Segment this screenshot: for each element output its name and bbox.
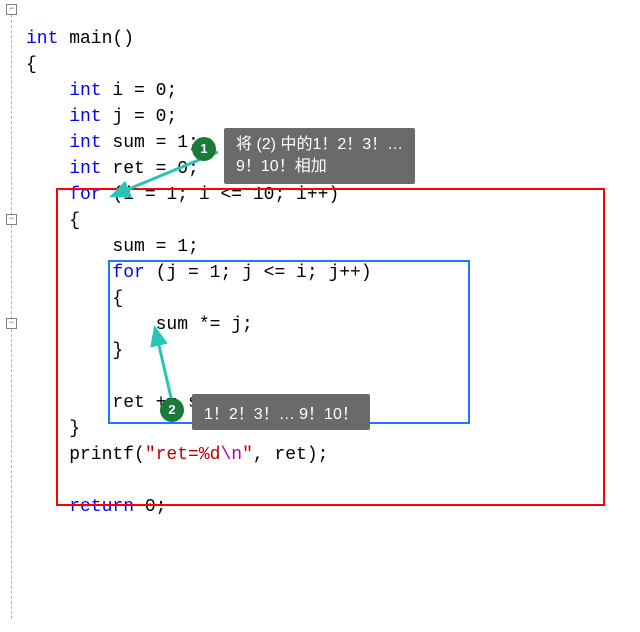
code-text: {	[26, 211, 80, 231]
fold-toggle-outer-for[interactable]: −	[6, 214, 17, 225]
code-text: sum = 1;	[102, 133, 199, 153]
code-string: "ret=%d	[145, 445, 221, 465]
code-escape: \n	[220, 445, 242, 465]
code-text: 0;	[134, 497, 166, 517]
code-text: main()	[58, 29, 134, 49]
code-keyword: int	[26, 107, 102, 127]
badge-1: 1	[192, 137, 216, 161]
code-keyword: int	[26, 81, 102, 101]
code-keyword: int	[26, 133, 102, 153]
code-text: sum *= j;	[26, 315, 253, 335]
code-text: {	[26, 55, 37, 75]
callout-1: 将 (2) 中的1！2！3！… 9！10！相加	[224, 128, 415, 184]
code-keyword: for	[26, 185, 102, 205]
code-text: ret = 0;	[102, 159, 199, 179]
code-text: , ret);	[253, 445, 329, 465]
code-text: sum = 1;	[26, 237, 199, 257]
code-text: (i = 1; i <= 10; i++)	[102, 185, 340, 205]
code-editor[interactable]: int main() { int i = 0; int j = 0; int s…	[26, 0, 372, 520]
code-keyword: return	[26, 497, 134, 517]
code-text: {	[26, 289, 123, 309]
code-text: (j = 1; j <= i; j++)	[145, 263, 372, 283]
code-keyword: int	[26, 29, 58, 49]
code-text: i = 0;	[102, 81, 178, 101]
fold-line	[11, 225, 12, 319]
code-text: }	[26, 419, 80, 439]
callout-2: 1！2！3！… 9！10！	[192, 394, 370, 430]
code-text: }	[26, 341, 123, 361]
fold-line	[11, 15, 12, 215]
fold-toggle-inner-for[interactable]: −	[6, 318, 17, 329]
fold-line	[11, 329, 12, 619]
code-keyword: int	[26, 159, 102, 179]
code-gutter: − − −	[0, 0, 24, 632]
fold-toggle-main[interactable]: −	[6, 4, 17, 15]
code-keyword: for	[26, 263, 145, 283]
badge-2: 2	[160, 398, 184, 422]
code-string: "	[242, 445, 253, 465]
code-text: j = 0;	[102, 107, 178, 127]
code-text: printf(	[26, 445, 145, 465]
